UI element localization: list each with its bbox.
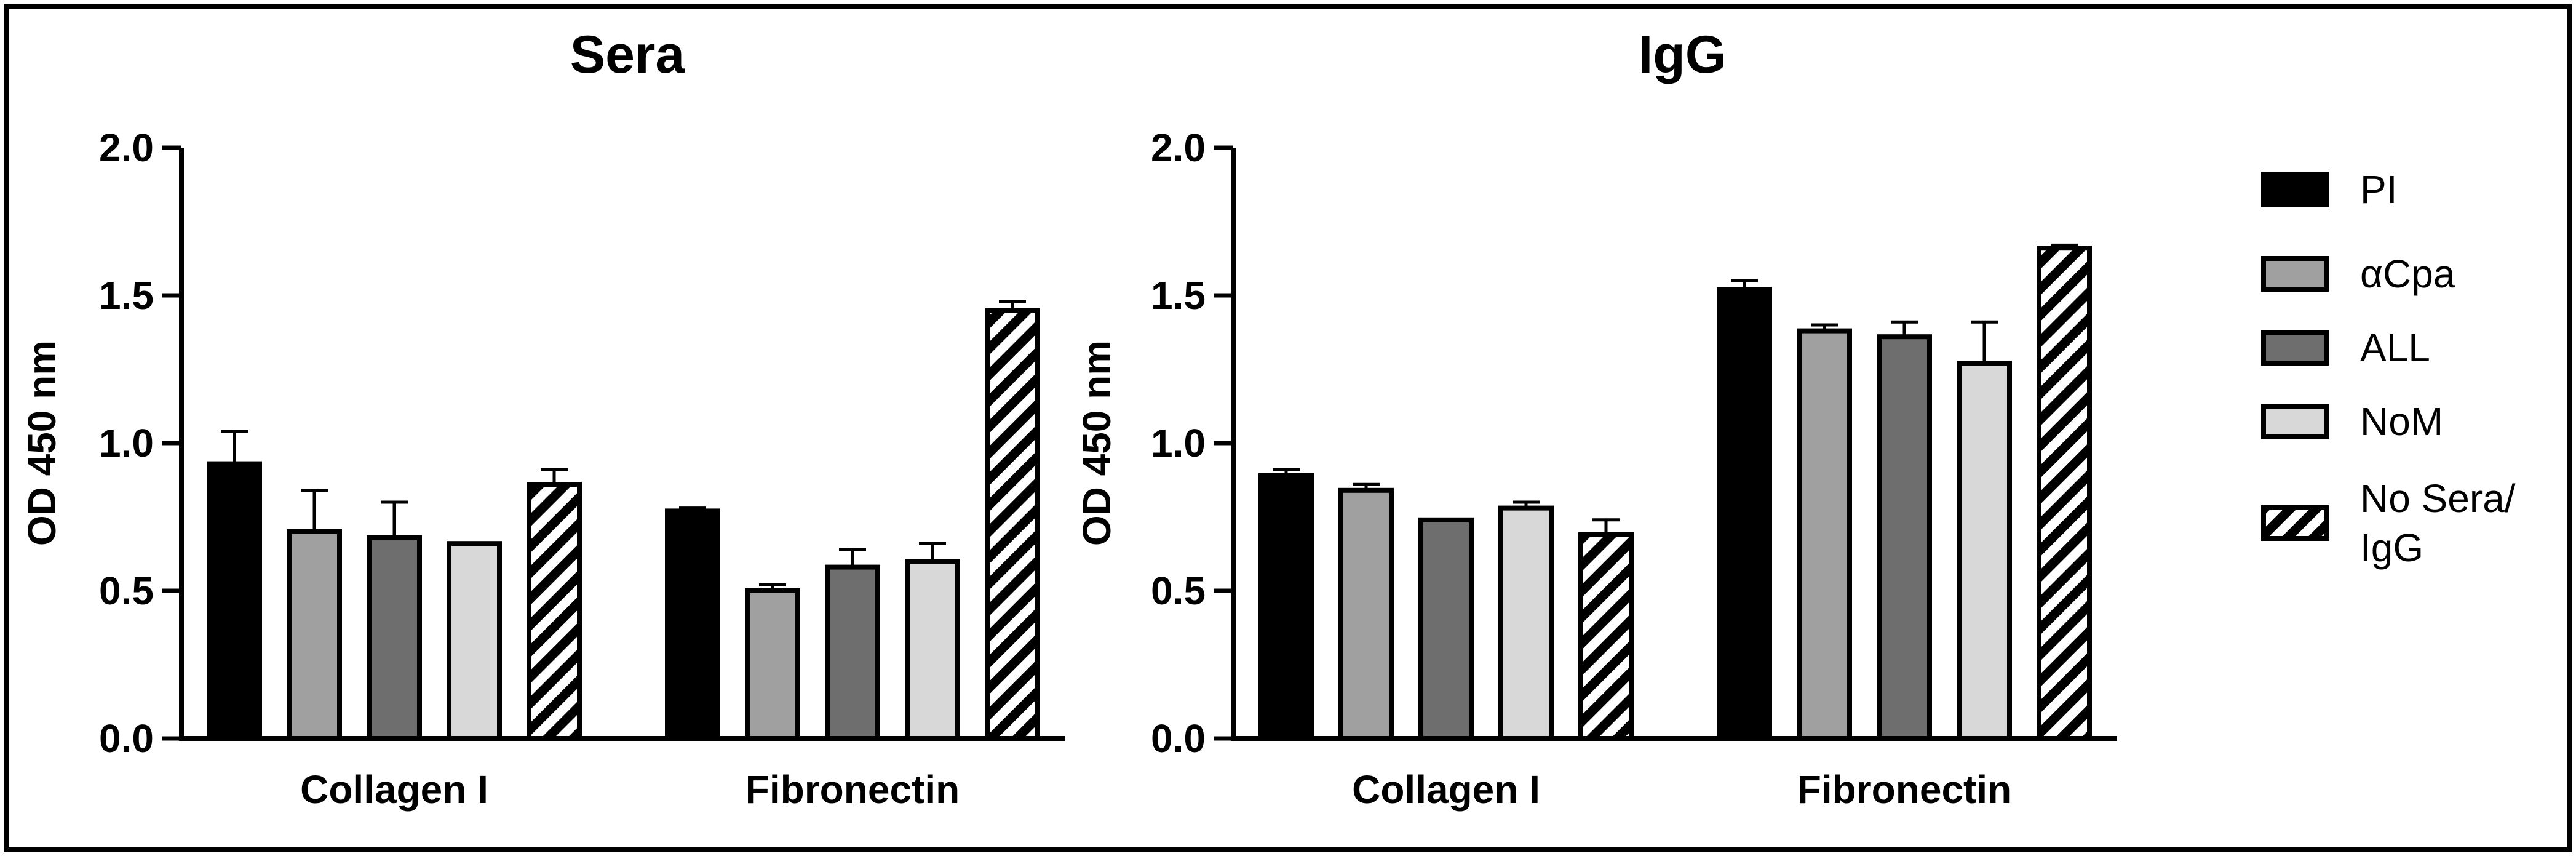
y-tick-label: 1.5 bbox=[99, 273, 154, 318]
x-category-label: Fibronectin bbox=[745, 767, 960, 812]
x-category-label: Collagen I bbox=[300, 767, 488, 812]
legend-swatch-all bbox=[2261, 330, 2329, 366]
y-axis-label: OD 450 nm bbox=[20, 340, 64, 546]
legend-label: No Sera/ bbox=[2360, 476, 2516, 521]
legend-label: IgG bbox=[2360, 526, 2423, 570]
chart-title: IgG bbox=[1638, 25, 1726, 84]
y-tick-label: 1.5 bbox=[1151, 273, 1206, 318]
bar-nom-fibronectin bbox=[1957, 361, 2012, 741]
legend-swatch-nom bbox=[2261, 404, 2329, 439]
bar-all-collagen-i bbox=[367, 535, 422, 741]
bar-all-collagen-i bbox=[1418, 517, 1474, 741]
bar-no-sera-igg-collagen-i bbox=[1578, 532, 1634, 741]
bar-no-sera-igg-fibronectin bbox=[985, 308, 1040, 741]
bar-nom-collagen-i bbox=[1498, 505, 1554, 741]
legend-label: ALL bbox=[2360, 326, 2430, 370]
legend: PI αCpa ALL NoM No Sera/IgG bbox=[2261, 167, 2516, 570]
bar-pi-fibronectin bbox=[665, 508, 720, 742]
y-tick-label: 2.0 bbox=[1151, 126, 1206, 170]
bar-cpa-fibronectin bbox=[1797, 328, 1852, 741]
chart-title: Sera bbox=[570, 25, 686, 84]
y-tick-label: 1.0 bbox=[1151, 421, 1206, 465]
bar-pi-collagen-i bbox=[207, 461, 262, 741]
y-tick-label: 0.0 bbox=[99, 716, 154, 761]
y-tick-label: 1.0 bbox=[99, 421, 154, 465]
legend-swatch-pi bbox=[2261, 172, 2329, 207]
bar-cpa-fibronectin bbox=[745, 588, 800, 741]
bar-nom-collagen-i bbox=[447, 541, 502, 741]
bar-all-fibronectin bbox=[1877, 334, 1932, 741]
y-tick-label: 2.0 bbox=[99, 126, 154, 170]
bar-cpa-collagen-i bbox=[287, 529, 342, 741]
y-axis-label: OD 450 nm bbox=[1075, 340, 1119, 546]
y-tick-label: 0.0 bbox=[1151, 716, 1206, 761]
igg-panel: IgG OD 450 nm 0.0 0.5 1.0 1.5 2.0 Collagen I Fib… bbox=[1075, 25, 2117, 812]
sera-panel: Sera OD 450 nm 0.0 0.5 1.0 1.5 2.0 Collagen I Fi… bbox=[20, 25, 1065, 812]
bar-no-sera-igg-collagen-i bbox=[527, 482, 582, 741]
bar-all-fibronectin bbox=[825, 564, 880, 741]
legend-label: NoM bbox=[2360, 399, 2443, 444]
legend-label: PI bbox=[2360, 167, 2397, 212]
legend-label: αCpa bbox=[2360, 252, 2455, 296]
bar-pi-fibronectin bbox=[1717, 287, 1772, 741]
y-tick-label: 0.5 bbox=[99, 569, 154, 613]
bar-pi-collagen-i bbox=[1258, 473, 1314, 741]
legend-swatch-cpa bbox=[2261, 256, 2329, 292]
bar-no-sera-igg-fibronectin bbox=[2037, 246, 2092, 741]
bar-nom-fibronectin bbox=[905, 559, 960, 741]
x-category-label: Fibronectin bbox=[1797, 767, 2011, 812]
legend-swatch-no-sera-igg bbox=[2261, 505, 2329, 541]
x-category-label: Collagen I bbox=[1352, 767, 1540, 812]
y-tick-label: 0.5 bbox=[1151, 569, 1206, 613]
bar-cpa-collagen-i bbox=[1338, 487, 1394, 741]
